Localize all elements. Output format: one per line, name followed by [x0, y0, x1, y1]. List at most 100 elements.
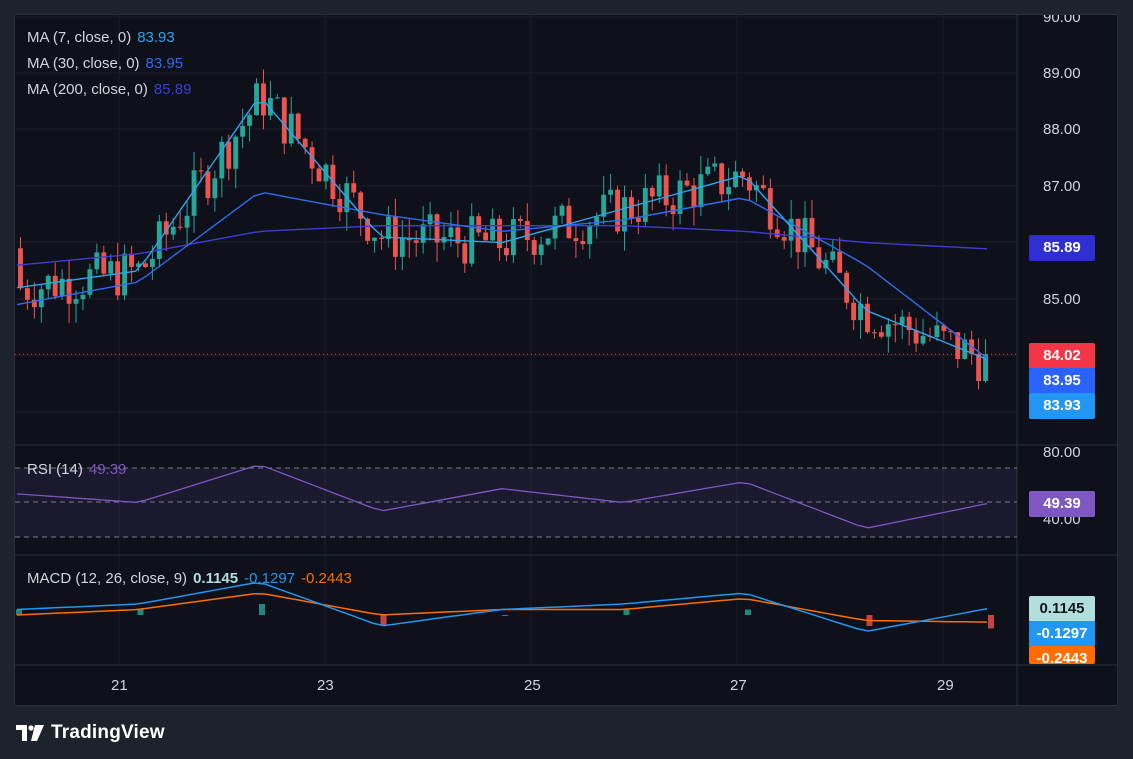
candle-body [802, 217, 808, 253]
candle-body [170, 226, 176, 235]
candle-body [483, 232, 489, 241]
legend-macd[interactable]: MACD (12, 26, close, 9) 0.1145 -0.1297 -0.2… [27, 570, 352, 587]
candle-body [427, 214, 433, 225]
y-tick-label: 89.00 [1043, 65, 1081, 82]
candle-body [705, 166, 711, 175]
last-price-tag: 84.02 [1029, 343, 1095, 369]
candle-body [580, 241, 586, 245]
candle-body [608, 189, 614, 195]
candle-body [635, 217, 641, 222]
macd-signal-line [16, 592, 988, 623]
candle-body [934, 325, 940, 337]
candle-body [358, 192, 364, 219]
legend-ma7-label: MA (7, close, 0) [27, 29, 132, 46]
candle-body [719, 163, 725, 195]
legend-histogram-value: -0.2443 [301, 570, 352, 587]
candle-body [920, 335, 926, 344]
candle-body [295, 113, 301, 139]
macd-histogram-bar [502, 615, 508, 616]
candle-body [865, 303, 870, 333]
candle-body [448, 227, 454, 238]
candle-body [316, 168, 322, 182]
candle-body [108, 261, 114, 274]
candle-body [892, 324, 898, 326]
x-tick-label: 23 [317, 677, 334, 694]
candle-body [87, 269, 93, 295]
signal-value-tag: -0.1297 [1029, 621, 1095, 647]
candle-body [233, 136, 239, 169]
y-tick-label: 85.00 [1043, 291, 1081, 308]
candle-body [80, 294, 86, 300]
candle-body [45, 275, 51, 290]
candle-body [948, 330, 954, 333]
candle-body [510, 218, 516, 256]
candle-body [788, 218, 794, 241]
candle-body [642, 187, 648, 222]
candle-body [962, 339, 968, 360]
y-tick-label: 87.00 [1043, 178, 1081, 195]
candle-body [781, 237, 787, 241]
candle-body [670, 205, 676, 214]
candle-body [386, 216, 391, 240]
candle-body [844, 272, 850, 303]
candle-body [337, 198, 343, 213]
candle-body [469, 216, 475, 264]
candle-body [684, 180, 690, 186]
macd-histogram-bar [623, 609, 630, 615]
candle-body [712, 163, 718, 167]
legend-ma7[interactable]: MA (7, close, 0) 83.93 [27, 29, 175, 46]
candle-body [365, 218, 371, 241]
candle-body [517, 218, 523, 221]
legend-ma200[interactable]: MA (200, close, 0) 85.89 [27, 81, 191, 98]
candle-body [198, 170, 204, 172]
candle-body [288, 113, 294, 144]
candle-body [760, 185, 766, 189]
candle-body [941, 325, 947, 331]
macd-histogram-bar [745, 609, 751, 615]
candle-body [809, 217, 815, 248]
candle-body [372, 237, 377, 241]
candle-body [983, 354, 988, 382]
macd-histogram-bar [137, 609, 144, 615]
macd-histogram-bar [16, 609, 22, 615]
x-tick-label: 29 [937, 677, 954, 694]
candle-body [691, 185, 697, 208]
candle-body [566, 205, 572, 239]
candle-body [392, 216, 398, 257]
candle-body [976, 353, 982, 382]
candle-body [379, 237, 384, 240]
candle-body [476, 216, 482, 233]
legend-ma200-label: MA (200, close, 0) [27, 81, 148, 98]
rsi-value-tag: 49.39 [1029, 491, 1095, 517]
legend-rsi-value: 49.39 [88, 461, 127, 478]
x-tick-label: 25 [524, 677, 541, 694]
candle-body [184, 215, 190, 228]
candle-body [122, 253, 128, 296]
tradingview-brand[interactable]: TradingView [16, 720, 165, 746]
legend-ma30[interactable]: MA (30, close, 0) 83.95 [27, 55, 183, 72]
candle-body [52, 275, 58, 297]
candle-body [177, 226, 183, 228]
legend-rsi-label: RSI (14) [27, 461, 83, 478]
candle-body [531, 239, 537, 255]
macd-histogram-bar [380, 615, 387, 626]
candle-body [885, 324, 891, 337]
candle-body [420, 224, 426, 243]
candle-body [219, 141, 225, 179]
candle-body [899, 316, 905, 325]
y-tick-label: 88.00 [1043, 121, 1081, 138]
histogram-value-tag: -0.2443 [1029, 646, 1095, 664]
chart-frame[interactable]: MA (7, close, 0) 83.93 MA (30, close, 0) 8… [14, 14, 1118, 706]
candle-body [434, 214, 440, 243]
candle-body [18, 248, 23, 289]
candle-body [656, 175, 662, 197]
candle-body [399, 237, 405, 257]
tradingview-logo-icon [16, 725, 44, 741]
y-tick-label: 90.00 [1043, 14, 1081, 26]
candle-body [143, 263, 148, 268]
candle-body [740, 171, 745, 178]
chart-canvas[interactable] [15, 15, 1118, 706]
candle-body [59, 278, 65, 297]
candle-body [38, 289, 44, 308]
legend-rsi[interactable]: RSI (14) 49.39 [27, 461, 126, 478]
